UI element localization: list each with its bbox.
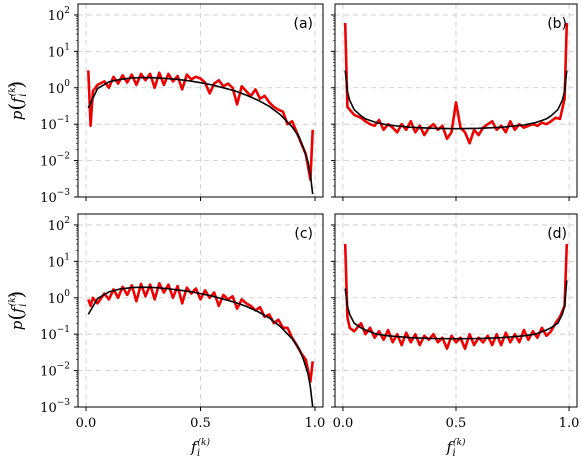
panel-label: (b) <box>547 16 567 32</box>
x-tick-label: 1.0 <box>305 416 326 431</box>
x-tick-label: 0.5 <box>190 416 211 431</box>
y-axis-title: p(f(k)i) <box>4 291 29 330</box>
panel-label: (a) <box>293 16 313 32</box>
y-tick-label: 100 <box>48 79 71 97</box>
fit-curve-line <box>87 76 314 195</box>
x-tick-label: 0.0 <box>76 416 97 431</box>
fit-curve-line <box>344 70 568 130</box>
y-tick-label: 10−3 <box>40 188 70 206</box>
data-series-line <box>87 281 314 383</box>
y-tick-label: 101 <box>48 252 70 270</box>
fit-curve-line <box>87 286 314 407</box>
y-tick-label: 101 <box>48 42 70 60</box>
panel-c: 10−3 10−2 10−1 100 101 102 0.0 0.5 1.0 (c) p(f(k)i… <box>4 213 326 459</box>
x-tick-label: 0.5 <box>446 416 467 431</box>
x-axis-title: f(k) i <box>445 437 466 459</box>
y-tick-label: 10−2 <box>40 362 70 380</box>
fit-curve-line <box>344 280 568 340</box>
panel-d: 0.0 0.5 1.0 (d) f(k) i <box>331 213 580 459</box>
y-tick-label: 10−1 <box>40 325 70 343</box>
y-tick-label: 10−3 <box>40 398 70 416</box>
y-tick-label: 100 <box>48 289 71 307</box>
panel-label: (d) <box>547 226 567 242</box>
x-axis-title: f(k) i <box>190 437 211 459</box>
y-tick-label: 102 <box>48 216 70 234</box>
data-series-line <box>87 70 314 181</box>
panel-a: 10−3 10−2 10−1 100 101 102 (a) p(f(k)i) <box>4 3 324 206</box>
panel-label: (c) <box>294 226 313 242</box>
y-tick-label: 102 <box>48 6 70 24</box>
x-tick-label: 0.0 <box>333 416 354 431</box>
panel-b: (b) <box>331 3 578 201</box>
y-tick-label: 10−1 <box>40 115 70 133</box>
x-tick-label: 1.0 <box>559 416 580 431</box>
y-axis-title: p(f(k)i) <box>4 81 29 120</box>
y-tick-label: 10−2 <box>40 152 70 170</box>
